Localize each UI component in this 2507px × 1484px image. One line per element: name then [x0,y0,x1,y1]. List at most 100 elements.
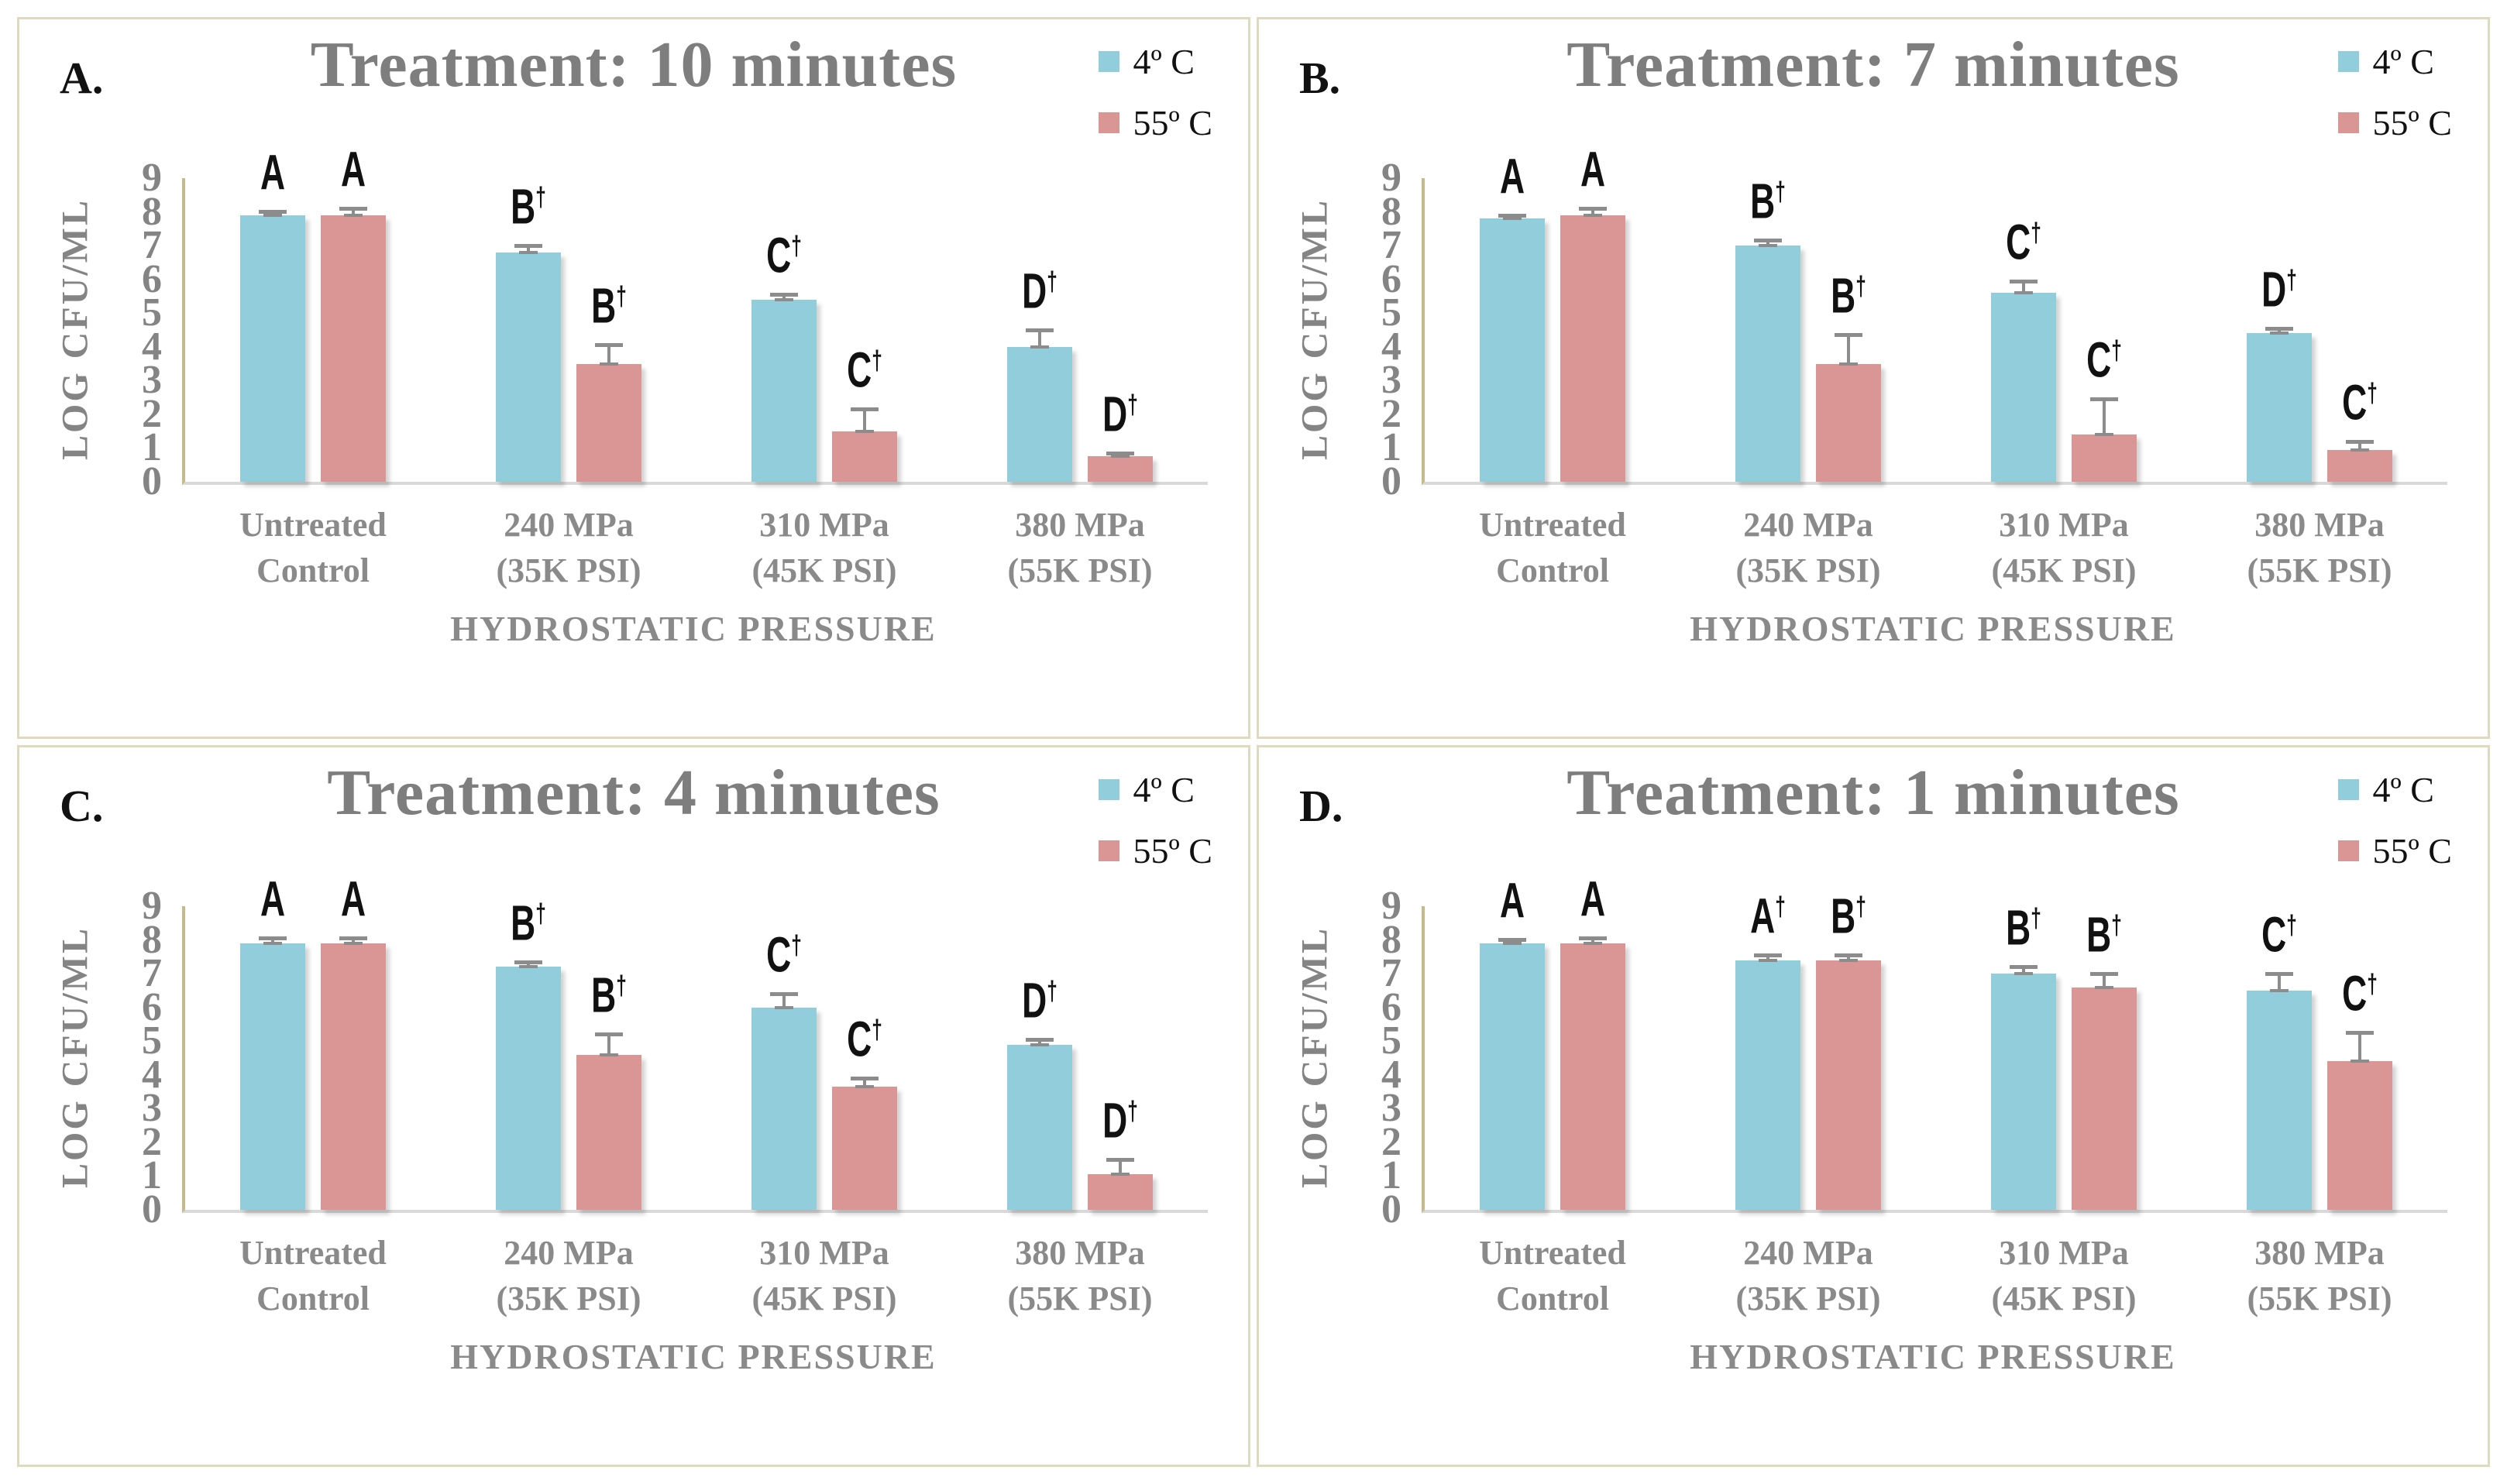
bar-group: A† B† [1735,891,1881,1210]
bar-55c [1816,363,1881,482]
significance-letter: C [2342,966,2368,1022]
error-bar-cap [851,407,879,412]
bar-4c [1007,1044,1072,1210]
bar-4c [1480,218,1545,482]
significance-label: B† [2006,903,2041,953]
error-bar-cap [2090,397,2118,402]
error-bar-base-cap [263,213,282,217]
y-tick-label: 2 [1381,1119,1401,1164]
category-label-line1: 240 MPa [1743,1234,1873,1272]
significance-letter: C [847,1012,872,1067]
significance-label: A† [1750,891,1786,941]
error-bar-stem [2358,1031,2361,1062]
error-bar [1578,207,1608,217]
y-tick-label: 0 [142,459,162,503]
legend-swatch-icon [1098,112,1119,133]
significance-letter: C [2261,907,2287,963]
category-label-line2: (35K PSI) [1735,551,1881,590]
error-bar [2009,279,2038,295]
bar-4c [496,967,561,1210]
significance-letter: B [1750,173,1776,229]
error-bar-stem [782,992,786,1008]
bar-4c [1991,293,2056,482]
error-bar-base-cap [2270,988,2289,992]
error-bar-base-cap [775,297,793,301]
legend-label: 55º C [2372,831,2452,871]
significance-letter: C [2086,332,2112,388]
category-label-line1: Untreated [239,506,387,544]
error-bar-stem [1847,333,1850,364]
bar-55c [576,363,641,482]
category-label-line2: Control [256,551,370,590]
y-tick-label: 1 [142,425,162,470]
chart-panel: A. Treatment: 10 minutes 4º C 55º C LOG C… [17,17,1250,739]
category-label-line1: 310 MPa [759,1234,889,1272]
significance-label: B† [1750,177,1786,227]
dagger-mark: † [2367,376,2378,408]
significance-letter: D [2261,261,2287,317]
significance-letter: C [2342,374,2368,430]
bar-wrap: A [240,148,305,482]
chart-panel: B. Treatment: 7 minutes 4º C 55º C LOG CF… [1257,17,2490,739]
category-label: 380 MPa (55K PSI) [894,1230,1248,1322]
significance-label: D† [2261,265,2297,314]
significance-label: C† [2086,335,2122,386]
bar-group: C† C† [751,231,897,482]
bar-wrap: C† [751,930,817,1210]
category-label: Untreated Control [127,1230,499,1322]
y-tick-label: 1 [1381,425,1401,470]
bar-55c [1816,960,1881,1210]
category-label-line1: 380 MPa [2254,1234,2385,1272]
error-bar [2265,971,2294,992]
error-bar-cap [339,936,367,941]
category-label: 310 MPa (45K PSI) [1878,1230,2250,1322]
bar-55c [321,215,386,482]
bar-55c [2327,1061,2392,1210]
error-bar-base-cap [600,1053,618,1056]
category-label-line1: 240 MPa [504,506,634,544]
dagger-mark: † [872,345,882,376]
error-bar-base-cap [2351,1060,2369,1063]
bar-55c [1560,943,1625,1210]
significance-label: A [1580,145,1605,194]
significance-label: A [1500,876,1525,926]
significance-letter: B [591,967,617,1023]
error-bar-base-cap [1584,941,1602,945]
y-tick-label: 7 [142,223,162,268]
y-tick-label: 4 [1381,1052,1401,1097]
legend: 4º C 55º C [1098,769,1212,871]
legend-item: 55º C [1098,830,1212,871]
legend-item: 4º C [1098,41,1212,82]
panel-letter: C. [60,781,104,831]
significance-label: C† [766,231,802,281]
error-bar-stem [1119,1157,1122,1175]
legend-swatch-icon [1098,779,1119,800]
category-label-line1: Untreated [239,1234,387,1272]
error-bar-cap [595,1032,623,1037]
category-label: 380 MPa (55K PSI) [2134,502,2488,594]
error-bar-base-cap [519,965,538,969]
category-label-line2: (45K PSI) [751,1280,897,1318]
dagger-mark: † [2111,909,2122,940]
legend-swatch-icon [1098,51,1119,72]
significance-label: C† [2342,969,2378,1019]
dagger-mark: † [535,898,546,929]
bar-4c [1735,960,1800,1210]
bar-wrap: C† [2327,377,2392,482]
bar-4c [1007,346,1072,482]
error-bar-cap [1498,938,1526,943]
legend-swatch-icon [2337,779,2359,800]
x-axis-title: HYDROSTATIC PRESSURE [450,1337,937,1376]
error-bar [850,407,879,433]
error-bar [339,936,368,945]
error-bar [769,992,799,1009]
dagger-mark: † [791,929,802,960]
significance-letter: A [340,871,366,927]
error-bar-stem [2278,971,2281,991]
error-bar-base-cap [1759,958,1777,962]
legend-swatch-icon [2337,112,2359,133]
bar-group: D† D† [1007,976,1153,1210]
significance-label: A [1500,152,1525,201]
category-label: 380 MPa (55K PSI) [2134,1230,2488,1322]
dagger-mark: † [2286,909,2297,940]
